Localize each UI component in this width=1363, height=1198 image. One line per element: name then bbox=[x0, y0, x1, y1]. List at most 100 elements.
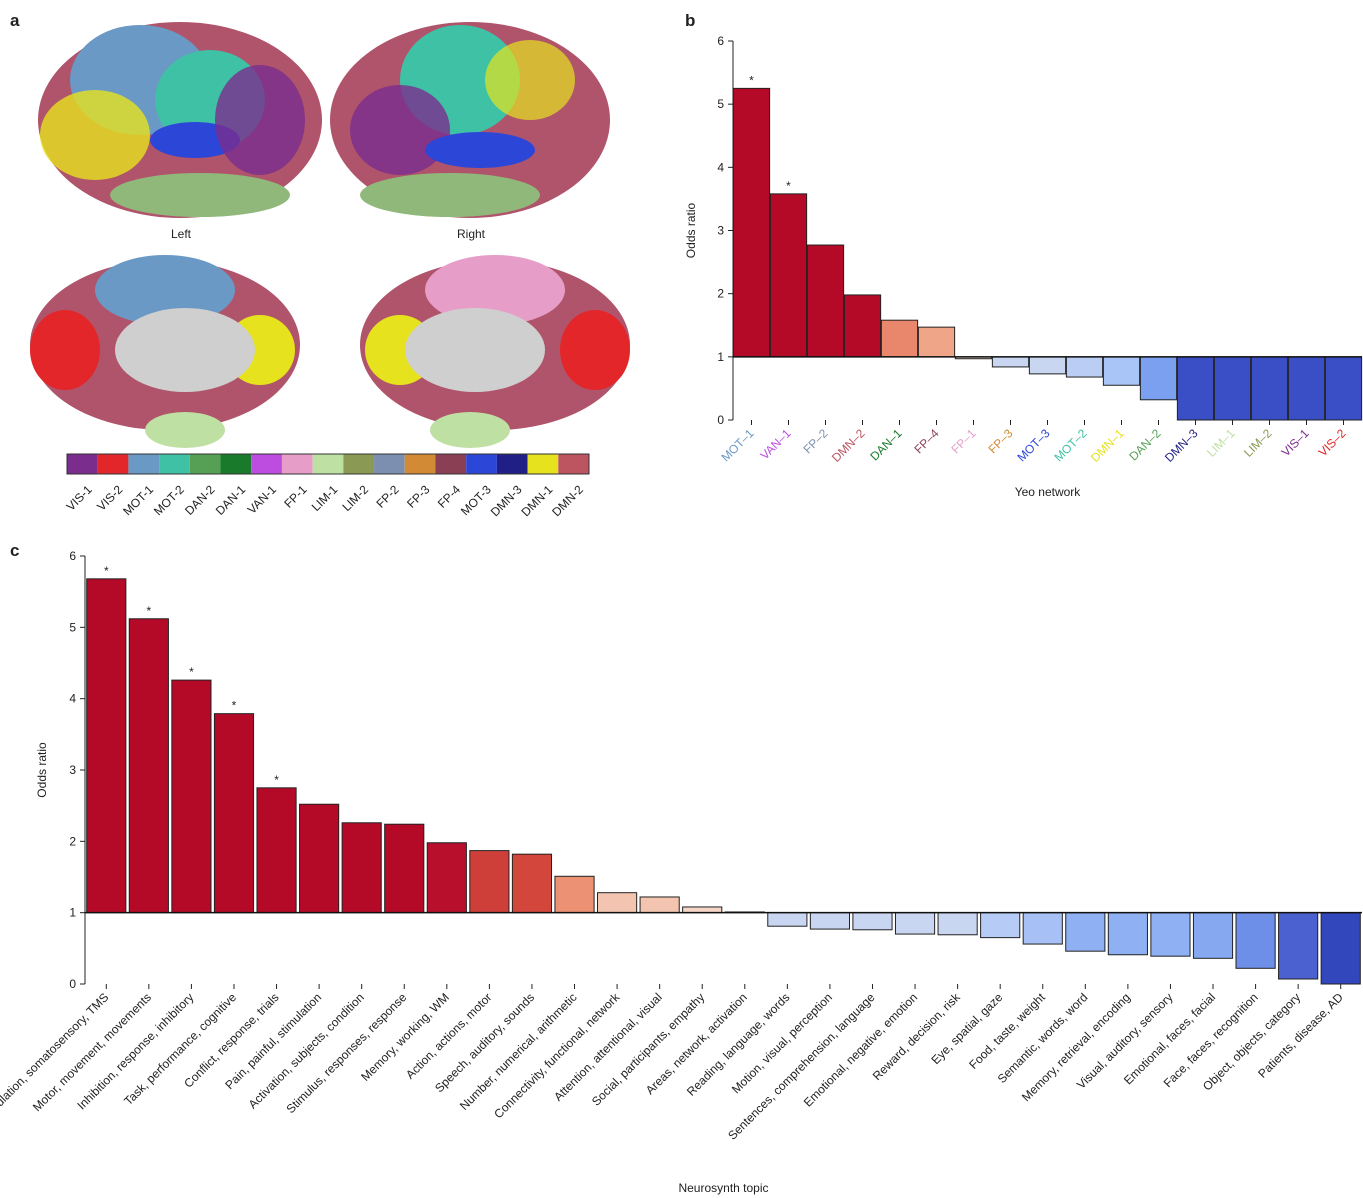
significance-star: * bbox=[189, 665, 194, 679]
bar bbox=[87, 579, 126, 913]
colorbar-label: LIM-1 bbox=[309, 482, 341, 514]
x-tick-label: FP–4 bbox=[911, 426, 941, 456]
y-tick-label: 4 bbox=[69, 692, 76, 706]
colorbar-label: VIS-1 bbox=[64, 482, 95, 513]
colorbar-swatch bbox=[128, 454, 159, 474]
bar bbox=[683, 907, 722, 913]
colorbar-swatch bbox=[67, 454, 98, 474]
bar bbox=[1321, 913, 1360, 984]
significance-star: * bbox=[147, 604, 152, 618]
bar bbox=[768, 913, 807, 927]
x-tick-label: Eye, spatial, gaze bbox=[928, 990, 1005, 1067]
panel-label: c bbox=[10, 541, 19, 560]
bar bbox=[1251, 357, 1287, 420]
colorbar-label: MOT-1 bbox=[120, 482, 156, 518]
bar bbox=[1288, 357, 1324, 420]
bar bbox=[1325, 357, 1361, 420]
colorbar-label: FP-1 bbox=[281, 482, 310, 511]
y-tick-label: 3 bbox=[717, 224, 724, 238]
significance-star: * bbox=[786, 179, 791, 193]
significance-star: * bbox=[274, 773, 279, 787]
colorbar-swatch bbox=[558, 454, 589, 474]
x-tick-label: LIM–1 bbox=[1204, 426, 1238, 460]
view-label: Right bbox=[457, 227, 486, 241]
y-tick-label: 4 bbox=[717, 160, 724, 174]
colorbar-swatch bbox=[251, 454, 282, 474]
bar bbox=[129, 619, 168, 913]
colorbar-swatch bbox=[313, 454, 344, 474]
colorbar-swatch bbox=[528, 454, 559, 474]
view-label: Left bbox=[171, 227, 192, 241]
bar bbox=[1236, 913, 1275, 969]
x-tick-label: DMN–3 bbox=[1162, 426, 1201, 465]
y-tick-label: 0 bbox=[717, 413, 724, 427]
x-tick-label: MOT–1 bbox=[718, 426, 756, 464]
x-tick-label: Food, taste, weight bbox=[966, 990, 1048, 1072]
bar bbox=[844, 295, 880, 357]
bar bbox=[1151, 913, 1190, 957]
y-tick-label: 6 bbox=[717, 34, 724, 48]
y-tick-label: 2 bbox=[69, 834, 76, 848]
bar bbox=[427, 843, 466, 913]
panel-label: a bbox=[10, 11, 20, 30]
x-tick-label: DAN–1 bbox=[867, 426, 904, 463]
y-axis-label: Odds ratio bbox=[35, 742, 49, 798]
bar bbox=[555, 876, 594, 912]
bar bbox=[810, 913, 849, 929]
bar bbox=[918, 327, 954, 357]
colorbar-swatch bbox=[98, 454, 129, 474]
bar bbox=[1193, 913, 1232, 959]
colorbar-swatch bbox=[282, 454, 313, 474]
colorbar-swatch bbox=[497, 454, 528, 474]
bar bbox=[938, 913, 977, 935]
colorbar-label: MOT-2 bbox=[151, 482, 187, 518]
bar bbox=[1279, 913, 1318, 979]
x-tick-label: VAN–1 bbox=[757, 426, 793, 462]
bar bbox=[895, 913, 934, 934]
x-tick-label: LIM–2 bbox=[1241, 426, 1275, 460]
x-axis-label: Neurosynth topic bbox=[678, 1181, 768, 1195]
x-tick-label: MOT–3 bbox=[1014, 426, 1052, 464]
x-tick-label: FP–3 bbox=[985, 426, 1015, 456]
bar bbox=[1103, 357, 1139, 385]
panel-label: b bbox=[685, 11, 695, 30]
bar bbox=[300, 804, 339, 912]
colorbar-swatch bbox=[159, 454, 190, 474]
y-axis-label: Odds ratio bbox=[684, 202, 698, 258]
bar bbox=[1023, 913, 1062, 944]
bar bbox=[1214, 357, 1250, 420]
y-tick-label: 3 bbox=[69, 763, 76, 777]
bar bbox=[853, 913, 892, 930]
significance-star: * bbox=[749, 73, 754, 87]
y-tick-label: 1 bbox=[69, 906, 76, 920]
y-tick-label: 5 bbox=[69, 620, 76, 634]
x-tick-label: FP–2 bbox=[800, 426, 830, 456]
colorbar-swatch bbox=[466, 454, 497, 474]
x-tick-label: DMN–1 bbox=[1088, 426, 1127, 465]
colorbar-label: DMN-1 bbox=[519, 482, 556, 519]
y-tick-label: 2 bbox=[717, 287, 724, 301]
x-tick-label: MOT–2 bbox=[1051, 426, 1089, 464]
colorbar-label: VAN-1 bbox=[245, 482, 279, 516]
bar bbox=[257, 788, 296, 913]
y-tick-label: 5 bbox=[717, 97, 724, 111]
bar bbox=[807, 245, 843, 357]
colorbar-swatch bbox=[435, 454, 466, 474]
bar bbox=[1177, 357, 1213, 420]
colorbar-swatch bbox=[190, 454, 221, 474]
bar bbox=[385, 824, 424, 912]
colorbar-swatch bbox=[221, 454, 252, 474]
bar bbox=[1108, 913, 1147, 955]
bar bbox=[1066, 913, 1105, 952]
bar bbox=[1066, 357, 1102, 377]
colorbar-label: FP-3 bbox=[404, 482, 433, 511]
bar bbox=[172, 680, 211, 913]
bar bbox=[640, 897, 679, 913]
colorbar-label: LIM-2 bbox=[339, 482, 371, 514]
significance-star: * bbox=[232, 699, 237, 713]
bar bbox=[992, 357, 1028, 367]
y-tick-label: 1 bbox=[717, 350, 724, 364]
colorbar-swatch bbox=[405, 454, 436, 474]
bar bbox=[770, 194, 806, 357]
colorbar-label: FP-2 bbox=[373, 482, 402, 511]
